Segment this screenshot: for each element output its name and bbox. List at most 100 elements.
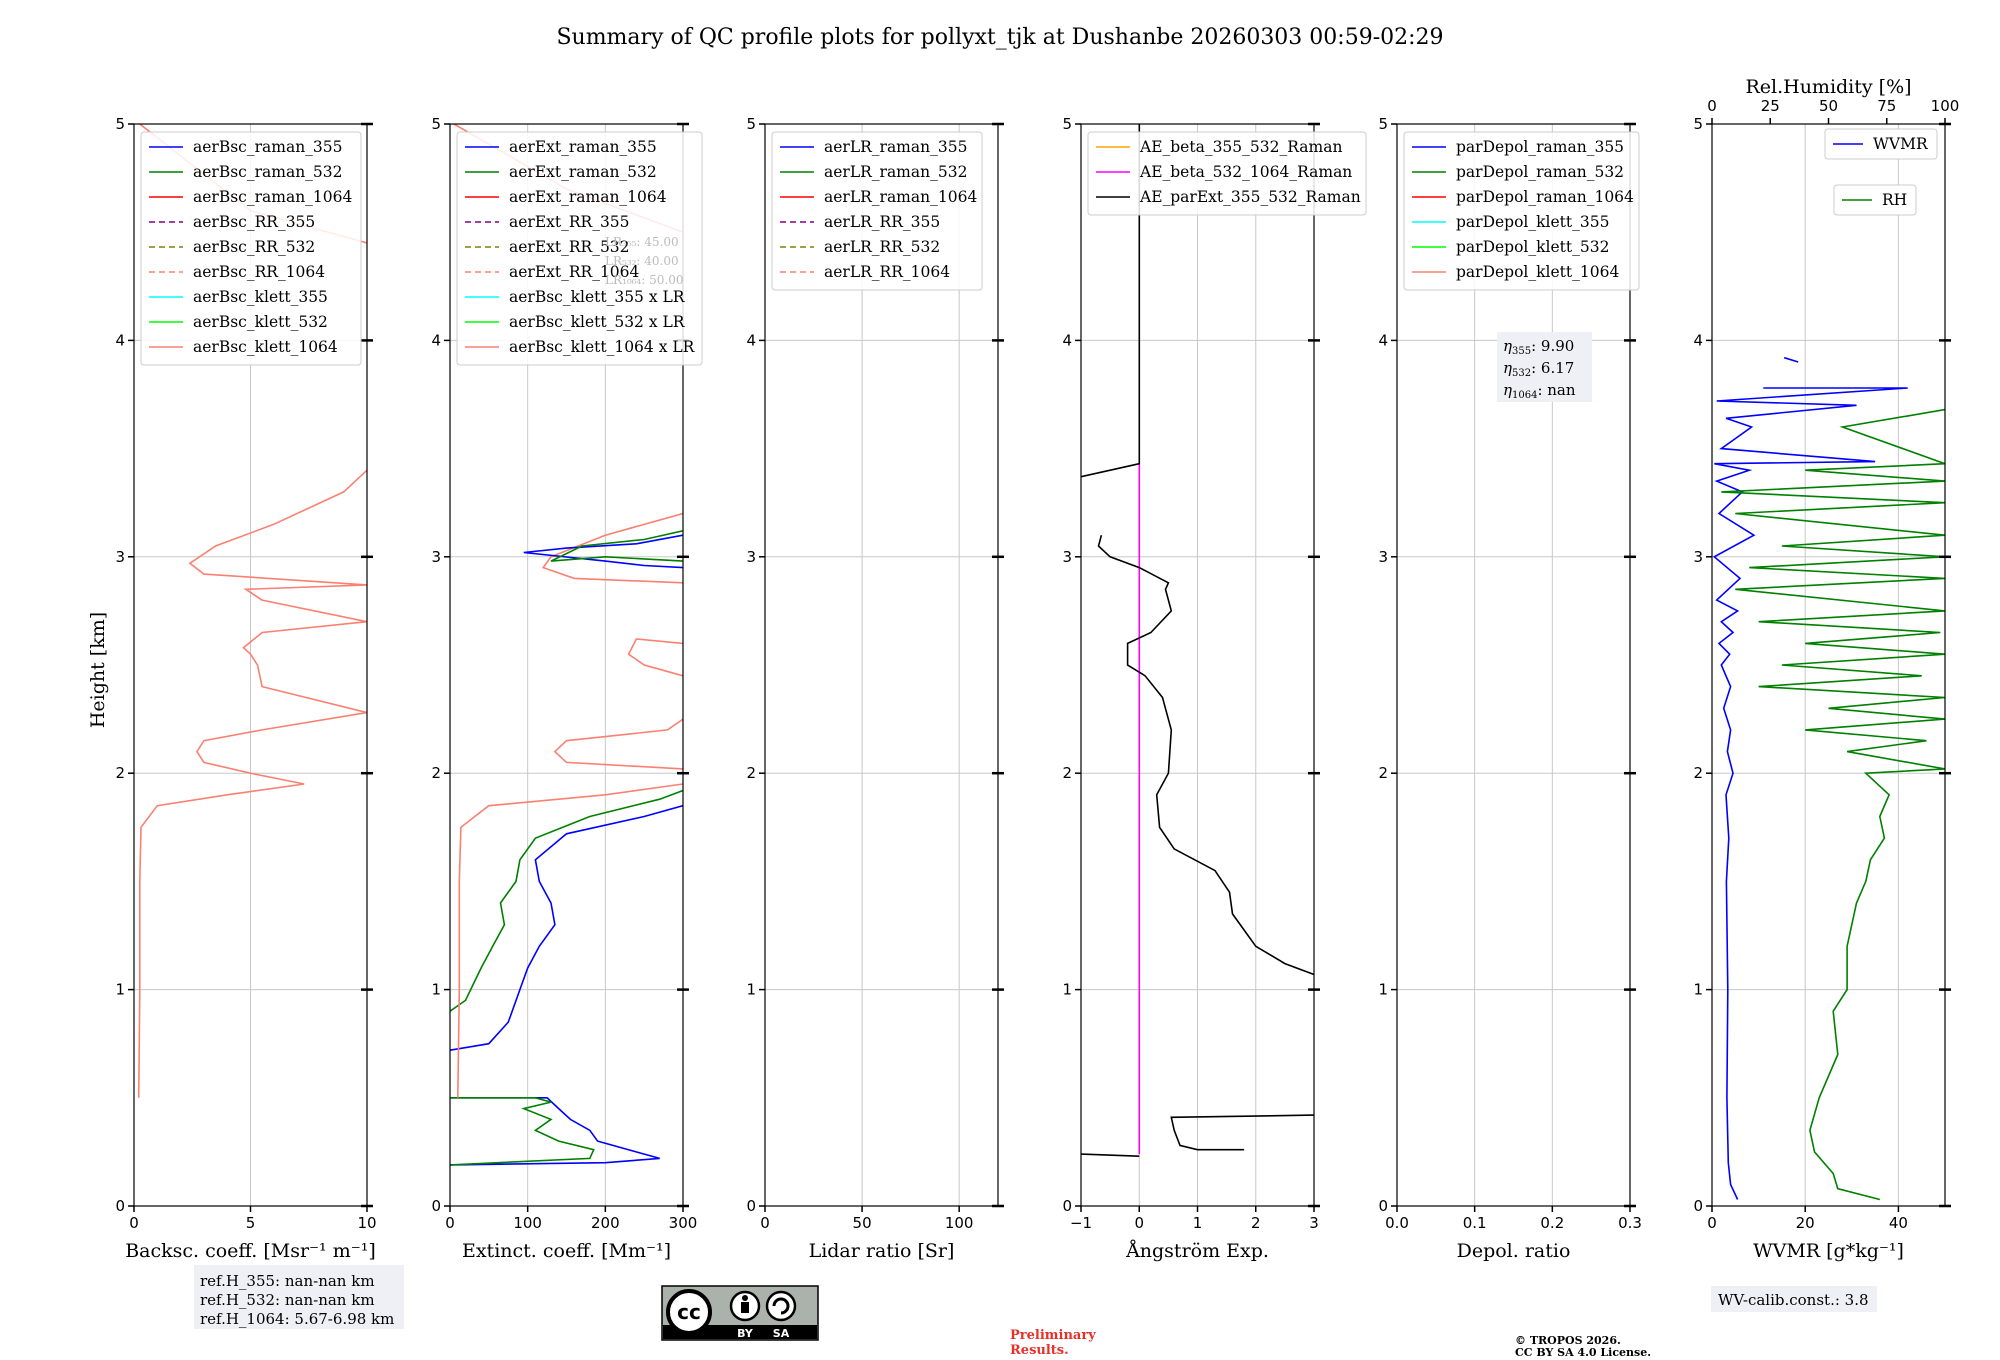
series-line-aerBsc_klett_1064xLR_b	[553, 718, 683, 770]
y-tick-label: 5	[1378, 115, 1388, 133]
series-line-aerBsc_klett_1064	[137, 469, 367, 1098]
legend-label: parDepol_klett_1064	[1456, 263, 1619, 281]
legend-label: aerBsc_klett_532 x LR	[509, 313, 686, 331]
ref-box-bg	[194, 1265, 404, 1329]
axes-frame	[1711, 123, 1946, 1207]
x-axis-label: WVMR [g*kg⁻¹]	[1753, 1240, 1904, 1262]
y-tick-label: 0	[1693, 1197, 1703, 1215]
y-tick-label: 0	[1378, 1197, 1388, 1215]
y-tick-label: 1	[746, 981, 756, 999]
series-group	[1081, 124, 1314, 1157]
legend-label: aerLR_raman_1064	[824, 188, 977, 206]
series-line-WVMR	[1712, 387, 1908, 1200]
series-line-AE_parExt_355_532_Raman_b	[1170, 1114, 1314, 1151]
lr-label: LR₁₀₆₄: 50.00	[605, 273, 683, 287]
x-tick-label: 20	[1796, 1214, 1815, 1232]
preliminary-line1: Preliminary	[1010, 1328, 1096, 1343]
x-tick-label: 300	[669, 1214, 698, 1232]
legend-label: RH	[1882, 191, 1907, 209]
legend-label: aerExt_RR_532	[509, 238, 630, 256]
ref-h-355: ref.H_355: nan-nan km	[200, 1272, 375, 1290]
x-axis-label: Backsc. coeff. [Msr⁻¹ m⁻¹]	[125, 1240, 376, 1262]
legend-box	[140, 131, 362, 366]
legend-label: aerBsc_klett_355	[193, 288, 328, 306]
legend-box	[1403, 131, 1640, 291]
x-tick-label: 0	[1707, 1214, 1717, 1232]
series-line-aerBsc_klett_1064xLR_c	[627, 638, 683, 677]
eta-label: η355: 9.90	[1503, 337, 1574, 357]
top-axis-label: Rel.Humidity [%]	[1745, 76, 1911, 98]
axes-frame	[1396, 123, 1631, 1207]
x-tick-label: 2	[1251, 1214, 1261, 1232]
x-tick-label: 200	[591, 1214, 620, 1232]
legend-label: aerBsc_raman_1064	[193, 188, 353, 206]
by-person-body-icon	[741, 1302, 749, 1313]
y-tick-label: 4	[1378, 331, 1388, 349]
y-tick-label: 1	[1062, 981, 1072, 999]
x-tick-label: 3	[1309, 1214, 1319, 1232]
y-axis-label: Height [km]	[87, 612, 109, 728]
series-line-aerExt_raman_355_top	[523, 534, 683, 569]
y-tick-label: 5	[1693, 115, 1703, 133]
legend-box	[771, 131, 983, 291]
legend-label: aerLR_RR_532	[824, 238, 940, 256]
y-tick-label: 2	[431, 764, 441, 782]
cc-circle-icon	[666, 1289, 712, 1335]
top-tick-label: 0	[1707, 97, 1717, 115]
y-tick-label: 0	[1062, 1197, 1072, 1215]
y-tick-label: 5	[115, 115, 125, 133]
copyright-line2: CC BY SA 4.0 License.	[1515, 1346, 1651, 1359]
top-tick-label: 25	[1761, 97, 1780, 115]
legend-label: WVMR	[1873, 135, 1929, 153]
y-tick-label: 3	[431, 548, 441, 566]
x-tick-label: 0.1	[1463, 1214, 1487, 1232]
y-tick-label: 3	[746, 548, 756, 566]
series-group	[1712, 356, 1945, 1201]
y-tick-label: 3	[1378, 548, 1388, 566]
x-tick-label: 40	[1889, 1214, 1908, 1232]
panel-extinction: 0 1 2 3 4 5 0 100 200 300 Extinct. coeff. [Mm⁻¹] ae…	[431, 115, 703, 1262]
axes-frame	[449, 123, 684, 1207]
legend-label: aerBsc_raman_355	[193, 138, 343, 156]
x-tick-label: −1	[1070, 1214, 1092, 1232]
cc-license-badge: cc BY SA	[661, 1285, 819, 1341]
by-person-head-icon	[742, 1295, 748, 1301]
y-tick-label: 4	[431, 331, 441, 349]
series-line-AE_parExt_355_532_Raman_top	[1081, 124, 1141, 478]
legend-label: aerBsc_RR_355	[193, 213, 315, 231]
series-line-aerExt_raman_532	[450, 1097, 595, 1166]
legend-label: aerLR_RR_355	[824, 213, 940, 231]
cc-glyph: cc	[677, 1300, 701, 1324]
legend-label: aerExt_raman_1064	[509, 188, 667, 206]
legend-label: parDepol_raman_532	[1456, 163, 1624, 181]
x-tick-label: 50	[853, 1214, 872, 1232]
x-tick-label: 1	[1193, 1214, 1203, 1232]
wv-calib-bg	[1711, 1286, 1877, 1312]
y-tick-label: 3	[1062, 548, 1072, 566]
legend-label: parDepol_klett_532	[1456, 238, 1609, 256]
legend-label: aerBsc_RR_1064	[193, 263, 325, 281]
top-tick-label: 100	[1931, 97, 1960, 115]
panel-backscatter: 0 1 2 3 4 5 0 5 10 Backsc. coeff. [Msr⁻¹ m⁻¹] aerB…	[115, 115, 376, 1262]
series-line-aerExt_raman_532_top	[550, 530, 683, 562]
x-axis-label: Ångström Exp.	[1125, 1240, 1269, 1262]
y-tick-label: 5	[1062, 115, 1072, 133]
panel-depol: 0 1 2 3 4 5 0.0 0.1 0.2 0.3 Depol. ratio parDepol_r…	[1378, 115, 1641, 1262]
ref-h-532: ref.H_532: nan-nan km	[200, 1291, 375, 1309]
y-tick-label: 1	[431, 981, 441, 999]
y-tick-label: 2	[115, 764, 125, 782]
y-tick-label: 3	[1693, 548, 1703, 566]
y-tick-label: 1	[1378, 981, 1388, 999]
y-tick-label: 4	[746, 331, 756, 349]
badge-sa-label: SA	[773, 1327, 790, 1340]
y-tick-label: 2	[1378, 764, 1388, 782]
top-tick-label: 75	[1877, 97, 1896, 115]
series-line-aerExt_raman_355	[450, 1097, 660, 1166]
legend-label: aerLR_raman_355	[824, 138, 967, 156]
series-line-aerExt_raman_532_mid	[450, 789, 683, 1012]
y-tick-label: 0	[431, 1197, 441, 1215]
lr-label: LR₃₅₅: 45.00	[605, 235, 679, 249]
lr-label: LR₅₃₂: 40.00	[605, 254, 679, 268]
